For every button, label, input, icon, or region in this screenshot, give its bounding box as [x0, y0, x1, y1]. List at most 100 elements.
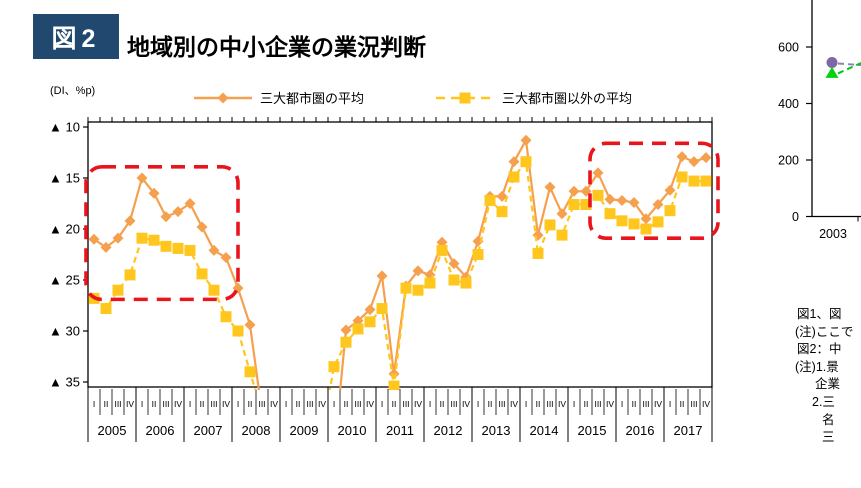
quarter-label: I: [669, 399, 671, 409]
footnote-line: (注)ここで: [795, 324, 854, 339]
quarter-label: I: [141, 399, 143, 409]
quarter-label: II: [536, 399, 541, 409]
quarter-label: IV: [126, 399, 134, 409]
quarter-label: IV: [174, 399, 182, 409]
mini-y-labels: 600 400 200 0: [778, 41, 812, 224]
quarter-label: II: [248, 399, 253, 409]
year-label: 2008: [242, 423, 271, 438]
quarter-label: I: [381, 399, 383, 409]
quarter-label: II: [104, 399, 109, 409]
quarter-label: IV: [510, 399, 518, 409]
quarter-label: IV: [462, 399, 470, 409]
quarter-label: IV: [702, 399, 710, 409]
year-label: 2005: [98, 423, 127, 438]
y-tick-label: ▲ 30: [49, 324, 80, 339]
quarter-label: IV: [654, 399, 662, 409]
quarter-label: III: [258, 399, 265, 409]
highlight-dashed-box: [84, 164, 240, 302]
year-label: 2017: [674, 423, 703, 438]
year-label: 2012: [434, 423, 463, 438]
top-ticks: [87, 117, 713, 122]
partial-right-chart: 600 400 200 0 2003: [778, 0, 861, 241]
highlight-dashed-box: [588, 141, 720, 240]
quarter-label: IV: [318, 399, 326, 409]
quarter-label: II: [488, 399, 493, 409]
y-axis-unit-label: (DI、%p): [50, 85, 96, 97]
quarter-label: I: [621, 399, 623, 409]
legend-label-metro: 三大都市圏の平均: [260, 91, 365, 106]
green-dashed-line: [837, 62, 861, 75]
footnote-line: 企業: [815, 377, 841, 392]
quarter-label: I: [429, 399, 431, 409]
purple-dashed-line: [837, 62, 861, 67]
quarter-label: I: [189, 399, 191, 409]
plot-frame: [87, 121, 713, 388]
green-triangle-marker: [825, 66, 839, 78]
quarter-label: I: [93, 399, 95, 409]
quarter-label: II: [152, 399, 157, 409]
quarter-label: IV: [606, 399, 614, 409]
quarter-label: III: [162, 399, 169, 409]
quarter-label: II: [584, 399, 589, 409]
quarter-label: III: [210, 399, 217, 409]
quarter-label: III: [546, 399, 553, 409]
y-tick-label: ▲ 10: [49, 120, 80, 135]
year-label: 2015: [578, 423, 607, 438]
footnote-line: 名: [822, 412, 835, 427]
mini-y-tick-label: 600: [778, 41, 799, 55]
quarter-label: III: [114, 399, 121, 409]
year-label: 2006: [146, 423, 175, 438]
quarter-label: I: [333, 399, 335, 409]
y-tick-label: ▲ 15: [49, 171, 80, 186]
metro-line-diamond-icon: [194, 92, 252, 103]
page-title: 地域別の中小企業の業況判断: [127, 34, 426, 60]
quarter-label: II: [680, 399, 685, 409]
year-label: 2010: [338, 423, 367, 438]
quarter-label: III: [402, 399, 409, 409]
series-non-metro: [88, 156, 712, 390]
chart-legend: 三大都市圏の平均 三大都市圏以外の平均: [192, 88, 702, 107]
mini-x-tick-label: 2003: [819, 227, 847, 241]
legend-item-non-metro: 三大都市圏以外の平均: [434, 88, 632, 107]
quarter-label: II: [440, 399, 445, 409]
figure-badge-label: 図2: [51, 24, 101, 53]
quarter-label: II: [344, 399, 349, 409]
year-label: 2007: [194, 423, 223, 438]
quarter-label: I: [525, 399, 527, 409]
footnote-line: 図1、図: [797, 307, 842, 321]
quarter-label: II: [200, 399, 205, 409]
year-label: 2009: [290, 423, 319, 438]
footnote-line: 図2：中: [797, 342, 842, 357]
quarter-label: IV: [366, 399, 374, 409]
quarter-label: II: [296, 399, 301, 409]
quarter-label: IV: [270, 399, 278, 409]
quarter-label: III: [450, 399, 457, 409]
year-label: 2011: [386, 423, 414, 438]
figure-badge: 図2: [33, 14, 119, 59]
quarter-label: I: [477, 399, 479, 409]
quarter-label: IV: [222, 399, 230, 409]
y-tick-label: ▲ 20: [49, 222, 80, 237]
quarter-label: I: [237, 399, 239, 409]
mini-y-tick-label: 200: [778, 154, 799, 168]
quarter-label: II: [392, 399, 397, 409]
quarter-label: III: [690, 399, 697, 409]
y-axis: ▲ 10 ▲ 15 ▲ 20 ▲ 25 ▲ 30 ▲ 35: [49, 120, 88, 390]
purple-circle-marker: [826, 57, 838, 69]
mini-y-tick-label: 400: [778, 97, 799, 111]
footnote-line: 三: [822, 430, 835, 445]
legend-item-metro: 三大都市圏の平均: [192, 88, 364, 107]
quarter-label: III: [354, 399, 361, 409]
year-label: 2013: [482, 423, 511, 438]
quarter-label: I: [573, 399, 575, 409]
year-label: 2016: [626, 423, 655, 438]
non-metro-dash-square-icon: [436, 92, 495, 103]
quarter-label: II: [632, 399, 637, 409]
legend-label-non-metro: 三大都市圏以外の平均: [502, 91, 633, 106]
footnote-line: 2.三: [812, 394, 835, 409]
quarter-label: III: [306, 399, 313, 409]
quarter-label: III: [498, 399, 505, 409]
